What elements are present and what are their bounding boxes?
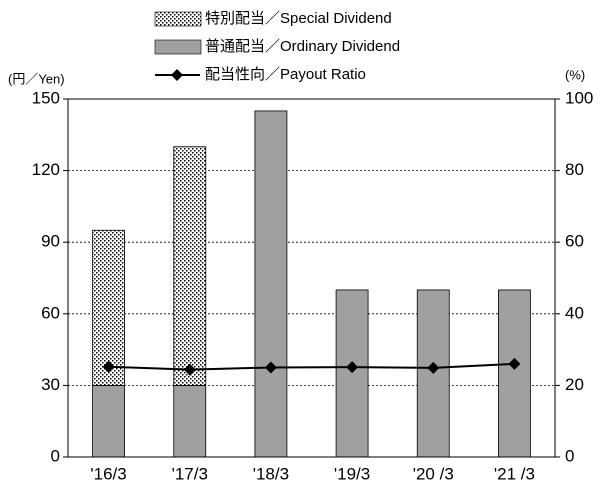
bar (498, 289, 531, 458)
y-axis-label: (円／Yen) (8, 71, 65, 86)
line-marker (102, 360, 115, 373)
bar (92, 384, 125, 458)
legend-marker (171, 69, 183, 81)
y2-tick-label: 40 (565, 303, 584, 322)
bar (173, 146, 207, 386)
bar (173, 384, 207, 458)
y2-tick-label: 60 (565, 232, 584, 251)
bar (92, 229, 125, 386)
x-tick-label: '21 /3 (494, 464, 535, 483)
line-marker (427, 361, 440, 374)
plot-frame (67, 98, 556, 458)
y-tick-label: 120 (32, 160, 60, 179)
y-tick-label: 90 (41, 232, 60, 251)
y-tick-label: 150 (32, 88, 60, 107)
line-marker (346, 361, 359, 374)
bar (254, 110, 288, 458)
y-tick-label: 0 (51, 446, 60, 465)
y2-axis-label: (%) (565, 67, 585, 82)
legend-label: 特別配当／Special Dividend (205, 10, 392, 27)
line-marker (508, 357, 521, 370)
line-marker (183, 363, 196, 376)
x-tick-label: '20 /3 (413, 464, 454, 483)
y2-tick-label: 20 (565, 375, 584, 394)
legend-swatch (154, 11, 202, 27)
x-tick-label: '18/3 (253, 464, 289, 483)
y-tick-label: 30 (41, 375, 60, 394)
x-tick-label: '17/3 (172, 464, 208, 483)
bar (335, 289, 369, 458)
x-tick-label: '16/3 (90, 464, 126, 483)
x-tick-label: '19/3 (334, 464, 370, 483)
line-marker (264, 361, 277, 374)
legend-label: 配当性向／Payout Ratio (205, 66, 366, 83)
y-tick-label: 60 (41, 303, 60, 322)
legend-label: 普通配当／Ordinary Dividend (205, 38, 400, 55)
payout-line (108, 362, 515, 371)
y2-tick-label: 0 (565, 446, 574, 465)
y2-tick-label: 100 (565, 88, 593, 107)
y2-tick-label: 80 (565, 160, 584, 179)
legend-swatch (154, 39, 202, 55)
